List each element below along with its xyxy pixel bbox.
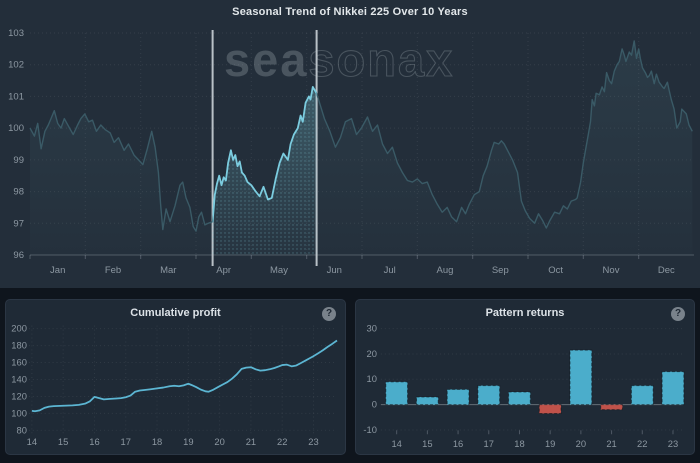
help-icon[interactable]: ? [671, 307, 685, 321]
svg-text:102: 102 [8, 60, 24, 71]
help-icon[interactable]: ? [322, 307, 336, 321]
svg-text:15: 15 [422, 439, 432, 449]
svg-text:10: 10 [367, 374, 377, 384]
svg-text:14: 14 [391, 439, 401, 449]
svg-text:19: 19 [183, 437, 193, 447]
seasonal-chart-title: Seasonal Trend of Nikkei 225 Over 10 Yea… [232, 6, 468, 18]
svg-text:Oct: Oct [548, 265, 563, 276]
svg-text:Mar: Mar [160, 265, 176, 276]
svg-text:0: 0 [372, 400, 377, 410]
bar-20[interactable] [569, 349, 593, 406]
pattern-returns-title: Pattern returns [485, 307, 565, 319]
svg-text:May: May [270, 265, 288, 276]
svg-text:18: 18 [514, 439, 524, 449]
svg-text:99: 99 [13, 155, 24, 166]
svg-text:160: 160 [11, 357, 27, 367]
highlight-fill [212, 86, 317, 255]
svg-text:16: 16 [453, 439, 463, 449]
svg-text:180: 180 [11, 341, 27, 351]
bar-23[interactable] [661, 371, 685, 406]
svg-text:21: 21 [246, 437, 256, 447]
seasonax-watermark: seasonax [224, 33, 455, 86]
svg-text:Feb: Feb [105, 265, 121, 276]
svg-text:17: 17 [484, 439, 494, 449]
svg-text:Dec: Dec [658, 265, 675, 276]
svg-text:140: 140 [11, 374, 27, 384]
bar-18[interactable] [508, 391, 531, 406]
bar-15[interactable] [416, 396, 439, 406]
svg-text:200: 200 [11, 324, 27, 334]
svg-text:22: 22 [637, 439, 647, 449]
svg-text:20: 20 [576, 439, 586, 449]
seasonal-line [29, 40, 693, 232]
svg-text:16: 16 [89, 437, 99, 447]
bar-21[interactable] [600, 404, 623, 411]
svg-text:23: 23 [308, 437, 318, 447]
cumulative-profit-line [31, 339, 338, 413]
svg-text:18: 18 [152, 437, 162, 447]
svg-text:Sep: Sep [492, 265, 509, 276]
bar-17[interactable] [477, 385, 501, 406]
seasonal-chart[interactable]: 96 97 98 99 100 101 102 103 Jan Feb Mar Apr May Jun Ju… [0, 0, 700, 288]
svg-text:14: 14 [27, 437, 37, 447]
svg-text:96: 96 [13, 250, 24, 261]
bar-14[interactable] [385, 381, 409, 406]
svg-text:Apr: Apr [216, 265, 231, 276]
pattern-returns-panel: -10 0 10 20 30 14 15 16 17 18 19 20 21 22 23 Pattern r… [355, 299, 695, 455]
svg-text:100: 100 [11, 408, 27, 418]
watermark-outline-text: sonax [308, 33, 455, 86]
svg-text:100: 100 [8, 123, 24, 134]
svg-text:97: 97 [13, 218, 24, 229]
bar-16[interactable] [446, 388, 470, 406]
bar-19[interactable] [538, 404, 562, 415]
seasonal-trend-panel: seasonax 96 97 98 99 100 101 102 103 Jan Feb Mar Ap… [0, 0, 700, 288]
cumulative-profit-panel: 80 100 120 140 160 180 200 14 15 16 17 18 19 20 21 22 23… [5, 299, 346, 455]
svg-text:19: 19 [545, 439, 555, 449]
svg-text:21: 21 [606, 439, 616, 449]
svg-text:Nov: Nov [603, 265, 620, 276]
watermark-solid-text: sea [224, 33, 309, 86]
svg-text:98: 98 [13, 187, 24, 198]
svg-text:80: 80 [17, 425, 27, 435]
svg-text:Jun: Jun [327, 265, 342, 276]
svg-text:22: 22 [277, 437, 287, 447]
seasonal-area [30, 40, 693, 256]
svg-text:Aug: Aug [437, 265, 454, 276]
pattern-returns-chart[interactable]: -10 0 10 20 30 14 15 16 17 18 19 20 21 22 23 [356, 300, 694, 454]
svg-text:15: 15 [58, 437, 68, 447]
svg-text:-10: -10 [363, 425, 377, 435]
svg-text:30: 30 [367, 324, 377, 334]
svg-text:17: 17 [121, 437, 131, 447]
svg-text:20: 20 [367, 349, 377, 359]
svg-text:120: 120 [11, 391, 27, 401]
cumulative-profit-chart[interactable]: 80 100 120 140 160 180 200 14 15 16 17 18 19 20 21 22 23 [6, 300, 345, 454]
svg-text:20: 20 [214, 437, 224, 447]
svg-text:23: 23 [668, 439, 678, 449]
svg-text:Jan: Jan [50, 265, 65, 276]
svg-text:101: 101 [8, 91, 24, 102]
bar-22[interactable] [630, 385, 654, 406]
cumulative-profit-title: Cumulative profit [130, 307, 221, 319]
svg-text:103: 103 [8, 28, 24, 39]
svg-text:Jul: Jul [384, 265, 396, 276]
